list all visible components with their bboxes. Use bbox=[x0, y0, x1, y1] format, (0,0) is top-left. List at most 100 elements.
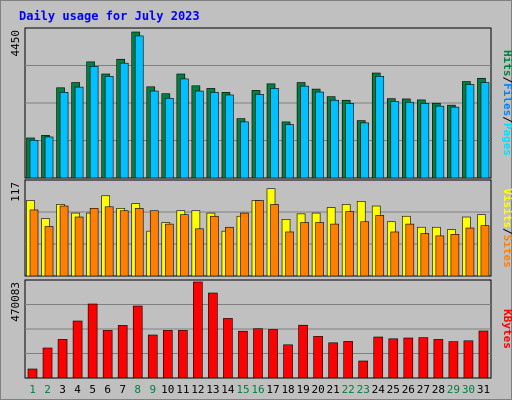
kbytes-bar bbox=[283, 344, 293, 379]
legend-item: Visits bbox=[501, 188, 512, 228]
kbytes-bar bbox=[223, 318, 233, 379]
kbytes-bar bbox=[253, 328, 263, 379]
day-label: 1 bbox=[29, 383, 36, 396]
day-label: 21 bbox=[327, 383, 340, 396]
files-bar bbox=[29, 139, 39, 179]
panel-2-legend: Visits/Sites bbox=[501, 188, 512, 268]
chart-title: Daily usage for July 2023 bbox=[19, 9, 200, 23]
day-label: 10 bbox=[161, 383, 174, 396]
sites-bar bbox=[74, 216, 84, 277]
sites-bar bbox=[270, 204, 279, 277]
sites-bar bbox=[29, 209, 39, 277]
sites-bar bbox=[300, 222, 309, 277]
sites-bar bbox=[104, 206, 114, 277]
sites-bar bbox=[149, 210, 159, 277]
kbytes-bar bbox=[72, 320, 83, 379]
sites-bar bbox=[164, 223, 174, 277]
files-bar bbox=[89, 66, 99, 179]
day-label: 7 bbox=[119, 383, 126, 396]
kbytes-bar bbox=[388, 338, 399, 379]
kbytes-bar bbox=[42, 347, 53, 379]
day-label: 22 bbox=[342, 383, 355, 396]
day-label: 23 bbox=[357, 383, 370, 396]
kbytes-bar bbox=[298, 324, 308, 379]
kbytes-bar bbox=[328, 342, 338, 379]
kbytes-bar bbox=[448, 341, 459, 379]
sites-bar bbox=[59, 205, 69, 277]
files-bar bbox=[390, 101, 400, 179]
day-label: 5 bbox=[89, 383, 96, 396]
files-bar bbox=[360, 122, 370, 179]
files-bar bbox=[450, 106, 460, 179]
day-label: 27 bbox=[417, 383, 430, 396]
kbytes-bar bbox=[463, 340, 474, 379]
kbytes-bar bbox=[102, 330, 113, 379]
kbytes-bar bbox=[268, 329, 278, 379]
kbytes-bar bbox=[433, 339, 444, 379]
kbytes-bar bbox=[403, 337, 414, 379]
sites-bar bbox=[420, 233, 430, 277]
day-label: 19 bbox=[296, 383, 309, 396]
kbytes-bar bbox=[132, 305, 143, 379]
sites-bar bbox=[255, 200, 264, 277]
kbytes-bar bbox=[238, 330, 248, 379]
day-label: 20 bbox=[312, 383, 325, 396]
day-label: 26 bbox=[402, 383, 415, 396]
legend-item: Hits bbox=[501, 50, 512, 77]
sites-bar bbox=[195, 228, 204, 277]
day-label: 12 bbox=[191, 383, 204, 396]
sites-bar bbox=[405, 223, 415, 277]
legend-item: Pages bbox=[501, 123, 512, 156]
sites-bar bbox=[375, 215, 385, 277]
files-bar bbox=[164, 97, 174, 179]
files-bar bbox=[119, 62, 129, 179]
legend-item: / bbox=[501, 77, 512, 84]
day-label: 2 bbox=[44, 383, 51, 396]
sites-bar bbox=[134, 208, 144, 277]
legend-item: / bbox=[501, 116, 512, 123]
sites-bar bbox=[240, 212, 249, 277]
sites-bar bbox=[44, 226, 54, 277]
files-bar bbox=[44, 136, 54, 179]
panel-3-legend: KBytes bbox=[501, 309, 512, 349]
day-label: 24 bbox=[372, 383, 386, 396]
files-bar bbox=[180, 78, 189, 179]
sites-bar bbox=[480, 225, 490, 277]
files-bar bbox=[104, 75, 114, 179]
sites-bar bbox=[390, 231, 400, 277]
sites-bar bbox=[465, 227, 475, 277]
day-label: 30 bbox=[462, 383, 475, 396]
files-bar bbox=[210, 92, 219, 179]
files-bar bbox=[300, 85, 309, 179]
day-label: 18 bbox=[281, 383, 294, 396]
panel-3-ymax-label: 470083 bbox=[9, 282, 22, 322]
kbytes-bar bbox=[358, 360, 369, 379]
files-bar bbox=[330, 99, 339, 179]
kbytes-bar bbox=[162, 330, 173, 379]
panel-1-ymax-label: 4450 bbox=[9, 30, 22, 57]
sites-bar bbox=[435, 235, 445, 277]
day-label: 6 bbox=[104, 383, 111, 396]
files-bar bbox=[134, 35, 144, 179]
day-label: 15 bbox=[236, 383, 249, 396]
day-label: 29 bbox=[447, 383, 460, 396]
day-label: 13 bbox=[206, 383, 219, 396]
panel-2-ymax-label: 117 bbox=[9, 182, 22, 202]
kbytes-bar bbox=[343, 341, 353, 379]
kbytes-bar bbox=[208, 292, 218, 379]
files-bar bbox=[225, 94, 234, 179]
day-label: 16 bbox=[251, 383, 264, 396]
sites-bar bbox=[180, 214, 189, 277]
files-bar bbox=[74, 86, 84, 179]
legend-item: Sites bbox=[501, 235, 512, 268]
kbytes-bar bbox=[193, 281, 203, 379]
files-bar bbox=[405, 101, 415, 179]
files-bar bbox=[285, 124, 294, 179]
day-label: 14 bbox=[221, 383, 235, 396]
legend-item: Files bbox=[501, 83, 512, 116]
sites-bar bbox=[345, 211, 354, 277]
kbytes-bar bbox=[313, 336, 323, 379]
sites-bar bbox=[210, 215, 219, 277]
legend-item: KBytes bbox=[501, 309, 512, 349]
